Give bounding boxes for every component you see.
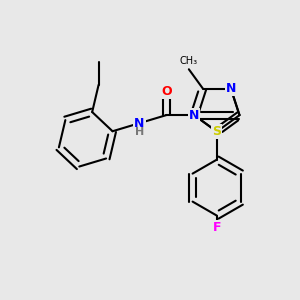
Text: S: S — [212, 125, 221, 138]
Text: N: N — [134, 117, 145, 130]
Text: CH₃: CH₃ — [180, 56, 198, 66]
Text: O: O — [161, 85, 172, 98]
Text: N: N — [226, 82, 236, 95]
Text: N: N — [189, 109, 200, 122]
Text: F: F — [213, 221, 221, 234]
Text: H: H — [135, 127, 144, 137]
